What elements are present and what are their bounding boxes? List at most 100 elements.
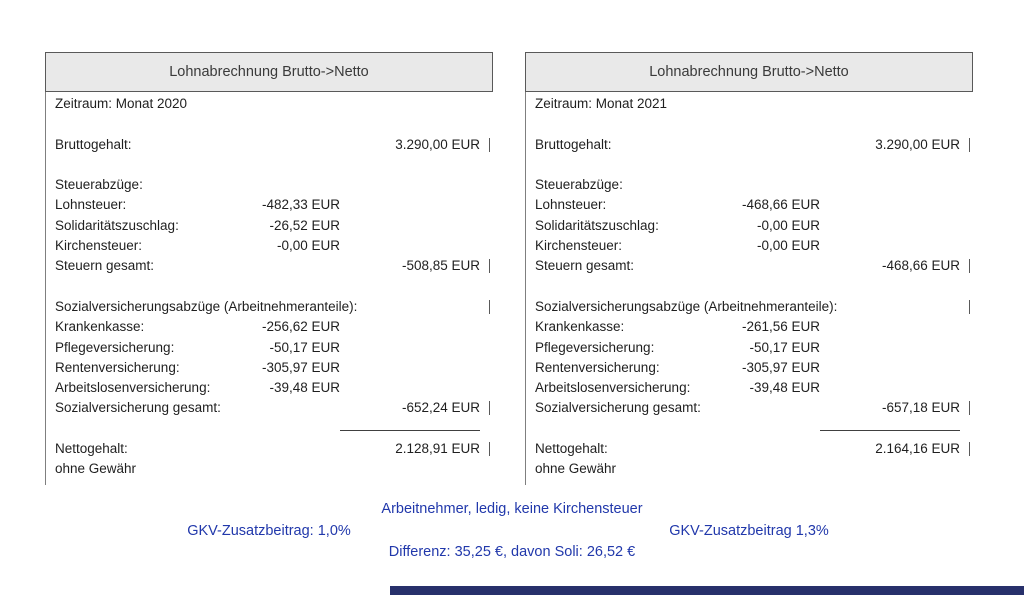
payroll-panel-2021: Lohnabrechnung Brutto->Netto Zeitraum: M…: [525, 52, 973, 486]
row-value: [710, 439, 820, 459]
row-total: [820, 338, 960, 358]
table-row: Pflegeversicherung: -50,17 EUR: [526, 338, 973, 358]
table-row: Steuern gesamt: -468,66 EUR: [526, 256, 973, 276]
row-value: [230, 155, 340, 175]
row-total: 3.290,00 EUR: [395, 136, 480, 152]
table-row: Lohnsteuer: -482,33 EUR: [46, 195, 493, 215]
row-total: [340, 94, 480, 114]
row-label: Sozialversicherung gesamt:: [55, 400, 221, 416]
gridline-tick: [489, 401, 490, 416]
row-value: [357, 297, 467, 317]
gridline-tick: [969, 259, 970, 274]
table-row: Sozialversicherung gesamt: -657,18 EUR: [526, 398, 973, 418]
row-label: Bruttogehalt:: [55, 136, 132, 152]
row-value: [710, 277, 820, 297]
row-label: Sozialversicherungsabzüge (Arbeitnehmera…: [535, 298, 838, 314]
row-total: [820, 175, 960, 195]
panel-title: Lohnabrechnung Brutto->Netto: [169, 64, 369, 80]
row-value: [710, 256, 820, 276]
bottom-decorative-bar: [390, 586, 1024, 595]
row-total: [820, 459, 960, 479]
row-total: [340, 317, 480, 337]
footer-gkv-rate-2020: GKV-Zusatzbeitrag: 1,0%: [187, 523, 351, 539]
table-row: Kirchensteuer: -0,00 EUR: [526, 236, 973, 256]
table-row: Krankenkasse: -261,56 EUR: [526, 317, 973, 337]
table-row: Solidaritätszuschlag: -0,00 EUR: [526, 216, 973, 236]
table-row: Sozialversicherungsabzüge (Arbeitnehmera…: [46, 297, 493, 317]
row-label: Arbeitslosenversicherung:: [535, 380, 691, 396]
gridline-tick: [969, 441, 970, 456]
row-value: [710, 175, 820, 195]
row-value: -39,48 EUR: [749, 380, 820, 396]
row-total: [340, 419, 480, 431]
row-label: ohne Gewähr: [55, 461, 137, 477]
row-total: -652,24 EUR: [401, 400, 480, 416]
row-label: Zeitraum: Monat 2020: [55, 96, 188, 111]
table-row: Bruttogehalt: 3.290,00 EUR: [46, 135, 493, 155]
row-label: Pflegeversicherung:: [55, 339, 175, 355]
footer-scenario-note: Arbeitnehmer, ledig, keine Kirchensteuer: [381, 501, 643, 517]
row-total: 2.128,91 EUR: [395, 440, 480, 456]
gridline-tick: [489, 259, 490, 274]
row-label: Solidaritätszuschlag:: [55, 217, 179, 233]
table-row: Lohnsteuer: -468,66 EUR: [526, 195, 973, 215]
table-row: ohne Gewähr: [46, 459, 493, 479]
row-value: [230, 94, 340, 114]
table-row: Arbeitslosenversicherung: -39,48 EUR: [526, 378, 973, 398]
row-value: -50,17 EUR: [269, 339, 340, 355]
row-label: Bruttogehalt:: [535, 136, 612, 152]
row-label: Solidaritätszuschlag:: [535, 217, 659, 233]
row-value: [710, 135, 820, 155]
row-total: [340, 195, 480, 215]
row-label: Kirchensteuer:: [55, 238, 143, 254]
panel-body: Zeitraum: Monat 2021 Bruttogehalt: 3.290,0…: [525, 92, 973, 486]
row-label: Steuerabzüge:: [535, 177, 623, 193]
table-row: Steuern gesamt: -508,85 EUR: [46, 256, 493, 276]
table-row: Solidaritätszuschlag: -26,52 EUR: [46, 216, 493, 236]
row-total: [340, 459, 480, 479]
table-row: Nettogehalt: 2.164,16 EUR: [526, 431, 973, 459]
row-total: -657,18 EUR: [881, 400, 960, 416]
spacer-row: [526, 114, 973, 134]
row-total: [820, 277, 960, 297]
row-value: -468,66 EUR: [741, 197, 820, 213]
row-value: [710, 419, 820, 431]
gridline-tick: [969, 299, 970, 314]
row-label: Krankenkasse:: [535, 319, 625, 335]
row-label: Lohnsteuer:: [535, 197, 607, 213]
table-row: Steuerabzüge:: [526, 175, 973, 195]
gridline-tick: [969, 137, 970, 152]
row-label: Sozialversicherung gesamt:: [535, 400, 701, 416]
row-label: Zeitraum: Monat 2021: [535, 96, 668, 111]
table-row: Rentenversicherung: -305,97 EUR: [46, 358, 493, 378]
sum-rule-row: [46, 419, 493, 431]
row-total: [340, 114, 480, 134]
row-total: [820, 419, 960, 431]
row-label: Nettogehalt:: [55, 440, 128, 456]
row-value: [230, 175, 340, 195]
row-label: Kirchensteuer:: [535, 238, 623, 254]
row-total: [340, 236, 480, 256]
row-label: Krankenkasse:: [55, 319, 145, 335]
row-value: [710, 94, 820, 114]
row-value: -305,97 EUR: [741, 359, 820, 375]
row-total: [820, 378, 960, 398]
row-label: [535, 419, 710, 431]
row-value: -305,97 EUR: [261, 359, 340, 375]
row-value: -0,00 EUR: [276, 238, 340, 254]
row-value: [230, 419, 340, 431]
row-total: [340, 175, 480, 195]
spacer-row: [526, 155, 973, 175]
row-total: [820, 114, 960, 134]
row-value: -50,17 EUR: [749, 339, 820, 355]
row-label: Steuern gesamt:: [55, 258, 155, 274]
row-total: [820, 94, 960, 114]
gridline-tick: [489, 299, 490, 314]
row-label: [535, 114, 710, 134]
row-label: [55, 277, 230, 297]
table-row: Krankenkasse: -256,62 EUR: [46, 317, 493, 337]
row-value: [230, 439, 340, 459]
table-row: Steuerabzüge:: [46, 175, 493, 195]
row-total: [340, 155, 480, 175]
row-total: [340, 358, 480, 378]
